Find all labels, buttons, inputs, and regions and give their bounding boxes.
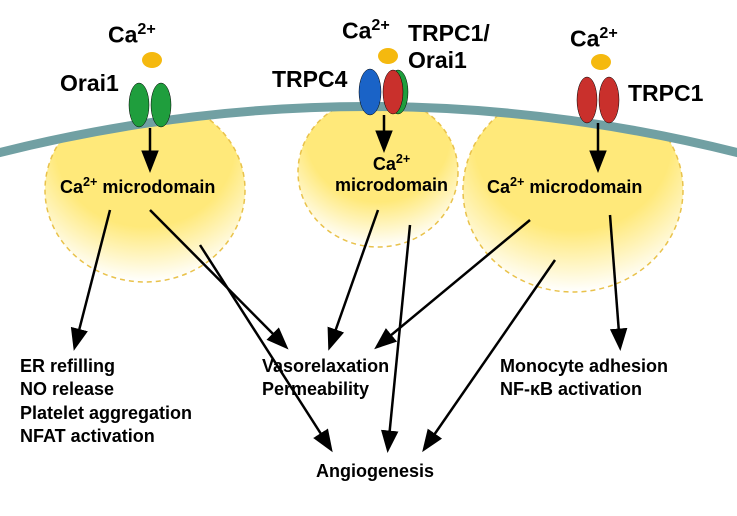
calcium-ion-2 xyxy=(378,48,398,64)
effect-left: ER refillingNO releasePlatelet aggregati… xyxy=(20,355,192,449)
calcium-ion-1 xyxy=(142,52,162,68)
label-trpc4: TRPC4 xyxy=(272,66,347,93)
effect-arrow-7 xyxy=(425,260,555,448)
effect-center: VasorelaxationPermeability xyxy=(262,355,389,402)
label-orai1: Orai1 xyxy=(60,70,119,97)
label-trpc1: TRPC1 xyxy=(628,80,703,107)
effect-arrow-3 xyxy=(200,245,330,448)
channel-subunit xyxy=(129,83,149,127)
channel-subunit xyxy=(359,69,381,115)
calcium-ion-3 xyxy=(591,54,611,70)
label-md1: Ca2+ microdomain xyxy=(60,175,215,198)
effect-bottom: Angiogenesis xyxy=(316,460,434,483)
label-ca3: Ca2+ xyxy=(570,24,618,53)
label-trpc1orai1: TRPC1/Orai1 xyxy=(408,20,490,74)
channel-subunit xyxy=(599,77,619,123)
label-ca2: Ca2+ xyxy=(342,16,390,45)
effect-right: Monocyte adhesionNF-κB activation xyxy=(500,355,668,402)
channel-subunit xyxy=(383,70,403,114)
channel-trpc1 xyxy=(577,77,619,123)
label-md3: Ca2+ microdomain xyxy=(487,175,642,198)
label-ca1: Ca2+ xyxy=(108,20,156,49)
channel-subunit xyxy=(577,77,597,123)
label-md2: Ca2+microdomain xyxy=(335,152,448,196)
channel-subunit xyxy=(151,83,171,127)
